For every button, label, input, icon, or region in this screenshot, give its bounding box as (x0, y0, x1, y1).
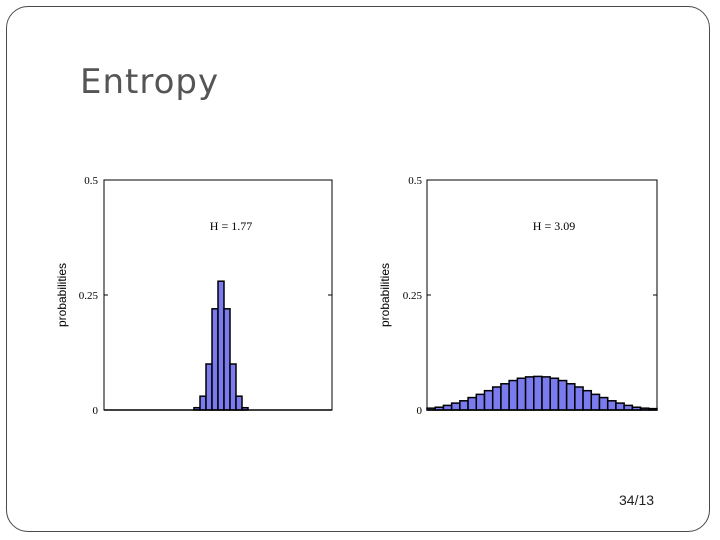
histogram-bar (516, 377, 527, 411)
histogram-bar (598, 396, 609, 411)
histogram-bar (508, 379, 519, 411)
y-tick-label: 0 (93, 405, 99, 417)
histogram-bar (211, 308, 219, 411)
histogram-bar (217, 280, 225, 411)
histogram-bar (491, 386, 502, 411)
histogram-bar (205, 363, 213, 411)
histogram-bar (450, 402, 461, 411)
y-tick-label: 0.5 (84, 175, 98, 187)
chart-left: 0.5 0.25 0 H = 1.77 probabilities (55, 175, 333, 417)
histogram-bar (475, 393, 486, 411)
page-number: 34/13 (619, 492, 655, 508)
slide-frame (6, 6, 710, 532)
histogram-bar (574, 386, 584, 411)
y-axis-label: probabilities (378, 263, 392, 327)
histogram-bar (549, 377, 560, 411)
slide-title: Entropy (80, 62, 220, 102)
chart-right: 0.5 0.25 0 H = 3.09 probabilities (378, 175, 658, 417)
entropy-annotation: H = 3.09 (533, 219, 575, 233)
histogram-bar (229, 363, 237, 411)
y-axis-label: probabilities (55, 263, 69, 327)
histogram-bar (590, 393, 601, 411)
histogram-bar (500, 383, 510, 411)
plot-frame (426, 179, 658, 411)
histogram-bar (557, 379, 568, 411)
histogram-bar (541, 376, 551, 411)
histogram-bar (615, 402, 625, 411)
histogram-bar (524, 376, 535, 411)
histogram-bar (199, 395, 207, 411)
histogram-bar (235, 395, 243, 411)
histogram-bar (565, 383, 576, 411)
histogram-bar (533, 375, 543, 411)
histogram-bar (483, 389, 494, 411)
histogram-bar (467, 396, 478, 411)
histogram-bar (223, 308, 231, 411)
histogram-bar (606, 400, 617, 411)
histogram-bar (582, 389, 593, 411)
histogram-bar (459, 400, 469, 411)
y-tick-label: 0.5 (408, 175, 422, 187)
y-tick-label: 0 (417, 405, 423, 417)
y-tick-label: 0.25 (403, 290, 423, 302)
entropy-annotation: H = 1.77 (210, 219, 252, 233)
y-tick-label: 0.25 (79, 290, 99, 302)
